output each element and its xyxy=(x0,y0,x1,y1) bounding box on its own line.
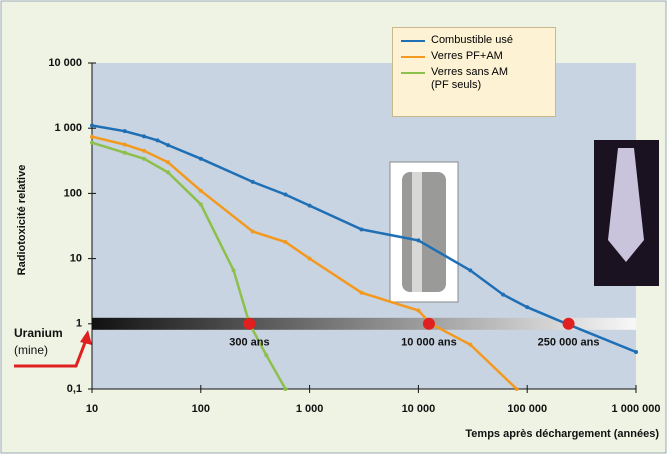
arrow-head xyxy=(80,330,92,345)
milestone xyxy=(562,317,575,330)
milestone-label: 300 ans xyxy=(229,337,269,349)
point xyxy=(166,170,171,175)
photo-canister xyxy=(389,161,459,303)
y-tick-label: 100 xyxy=(64,187,82,199)
point xyxy=(122,142,127,147)
point xyxy=(250,179,255,184)
point xyxy=(634,349,638,354)
point xyxy=(501,292,506,297)
point xyxy=(468,268,473,273)
reference-sublabel: (mine) xyxy=(14,343,48,357)
x-tick-label: 1 000 000 xyxy=(612,403,661,415)
point xyxy=(283,192,288,197)
point xyxy=(359,290,364,295)
x-tick-label: 10 000 xyxy=(402,403,436,415)
point xyxy=(166,143,171,148)
legend-item: Combustible usé xyxy=(401,34,547,47)
photo-assembly xyxy=(594,140,659,286)
point xyxy=(90,123,94,128)
x-tick-label: 100 xyxy=(192,403,210,415)
x-tick-label: 1 000 xyxy=(296,403,324,415)
legend: Combustible usé Verres PF+AM Verres sans A… xyxy=(392,27,556,117)
point xyxy=(198,202,203,207)
legend-swatch xyxy=(401,56,425,58)
milestone xyxy=(422,317,435,330)
milestone xyxy=(243,317,256,330)
arrow xyxy=(14,339,88,368)
point xyxy=(90,134,94,139)
point xyxy=(307,203,312,208)
milestone-label: 10 000 ans xyxy=(401,337,457,349)
point xyxy=(141,148,146,153)
y-axis-label: Radiotoxicité relative xyxy=(16,165,28,276)
legend-label: Verres sans AM (PF seuls) xyxy=(431,66,509,91)
x-tick-label: 10 xyxy=(86,403,98,415)
y-tick-label: 10 000 xyxy=(48,57,82,69)
point xyxy=(122,150,127,155)
point xyxy=(359,227,364,232)
point xyxy=(514,387,519,391)
milestone-label: 250 000 ans xyxy=(538,337,600,349)
point xyxy=(525,305,530,310)
legend-item: Verres PF+AM xyxy=(401,50,547,63)
point xyxy=(90,140,94,145)
point xyxy=(307,256,312,261)
point xyxy=(141,156,146,161)
legend-swatch xyxy=(401,72,425,74)
point xyxy=(283,387,288,391)
point xyxy=(416,238,421,243)
reference-label: Uranium xyxy=(14,326,63,340)
point xyxy=(468,342,473,347)
reference-bar xyxy=(92,317,636,330)
point xyxy=(198,156,203,161)
x-tick-label: 100 000 xyxy=(507,403,547,415)
point xyxy=(141,134,146,139)
point xyxy=(250,229,255,234)
y-tick-label: 1 000 xyxy=(54,122,82,134)
point xyxy=(166,160,171,165)
line xyxy=(91,124,637,354)
legend-label: Verres PF+AM xyxy=(431,50,503,62)
point xyxy=(283,239,288,244)
point xyxy=(264,353,269,358)
plot-area xyxy=(92,63,636,389)
legend-swatch xyxy=(401,40,425,42)
y-tick-label: 0,1 xyxy=(67,383,82,395)
point xyxy=(416,308,421,313)
y-tick-label: 10 xyxy=(70,253,82,265)
point xyxy=(155,138,160,143)
y-tick-label: 1 xyxy=(76,318,82,330)
point xyxy=(231,268,236,273)
legend-item: Verres sans AM (PF seuls) xyxy=(401,66,547,92)
point xyxy=(122,129,127,134)
point xyxy=(198,188,203,193)
x-axis-label: Temps après déchargement (années) xyxy=(465,428,659,440)
legend-label: Combustible usé xyxy=(431,34,513,46)
